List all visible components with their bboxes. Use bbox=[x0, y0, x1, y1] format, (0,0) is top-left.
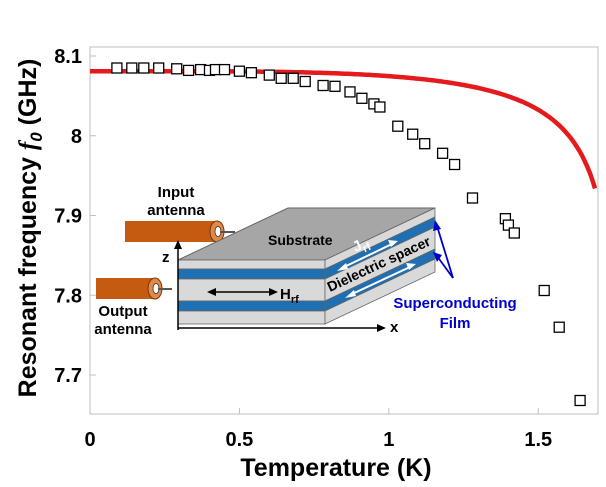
z-axis-arrowhead bbox=[174, 240, 182, 249]
data-point bbox=[126, 62, 138, 74]
data-point bbox=[508, 227, 520, 239]
front-dielectric-layer bbox=[177, 278, 326, 302]
y-axis-title: Resonant frequency f0 (GHz) bbox=[14, 59, 46, 398]
jrf-arrowhead-bottom-a bbox=[345, 290, 356, 298]
data-point bbox=[171, 63, 183, 75]
y-tick-label: 8.1 bbox=[54, 46, 82, 68]
film-pointer-2 bbox=[436, 255, 454, 279]
data-point bbox=[111, 62, 123, 74]
y-axis-title-main: Resonant frequency bbox=[14, 150, 42, 397]
data-point bbox=[218, 63, 231, 76]
data-point bbox=[419, 138, 431, 150]
x-tick-label: 0.5 bbox=[226, 429, 254, 451]
y-axis-title-symbol: f bbox=[15, 139, 42, 150]
data-point bbox=[299, 75, 311, 88]
data-point bbox=[245, 67, 258, 79]
input-antenna-body bbox=[125, 221, 217, 242]
data-point bbox=[233, 65, 246, 77]
data-point bbox=[392, 120, 404, 132]
output-antenna-label-line1: Output bbox=[98, 303, 147, 320]
film-pointer-1-head bbox=[433, 220, 441, 231]
input-antenna bbox=[125, 220, 235, 243]
data-point bbox=[317, 79, 329, 92]
y-tick-label: 7.7 bbox=[54, 365, 82, 387]
data-point bbox=[407, 128, 419, 140]
x-axis-title: Temperature (K) bbox=[240, 454, 431, 482]
hrf-arrowhead-left bbox=[207, 288, 216, 296]
hrf-subscript: rf bbox=[291, 294, 299, 306]
output-antenna bbox=[96, 277, 172, 300]
y-axis-ticks: 7.7 7.8 7.9 8 8.1 bbox=[54, 46, 96, 387]
front-film-bottom bbox=[177, 300, 326, 312]
x-axis-arrowhead bbox=[377, 324, 386, 332]
x-tick-label: 0 bbox=[84, 429, 95, 451]
side-base-layer bbox=[324, 258, 436, 325]
data-point bbox=[275, 72, 287, 84]
data-point bbox=[329, 80, 341, 92]
data-point bbox=[553, 321, 565, 333]
front-substrate-layer bbox=[177, 259, 326, 270]
y-tick-label: 8 bbox=[71, 126, 82, 148]
jrf-arrowhead-top-a bbox=[337, 263, 348, 271]
fit-curve bbox=[90, 68, 598, 190]
data-point bbox=[287, 72, 299, 84]
data-point bbox=[448, 158, 461, 171]
data-point bbox=[502, 219, 515, 231]
hrf-main: H bbox=[280, 286, 291, 303]
superconducting-label: Superconducting bbox=[393, 295, 516, 312]
front-base-layer bbox=[177, 310, 326, 325]
data-point bbox=[344, 86, 356, 98]
substrate-label: Substrate bbox=[268, 232, 333, 248]
data-point bbox=[436, 147, 449, 159]
y-axis-title-unit: (GHz) bbox=[14, 59, 42, 133]
film-pointer-2-head bbox=[433, 252, 442, 262]
hrf-label: Hrf bbox=[280, 286, 299, 306]
jrf-arrowhead-top-b bbox=[388, 240, 398, 247]
jrf-arrow-top bbox=[341, 243, 393, 269]
y-axis-title-subscript: 0 bbox=[27, 132, 46, 142]
x-tick-label: 1.5 bbox=[524, 429, 552, 451]
data-point bbox=[356, 92, 368, 104]
data-point bbox=[374, 101, 386, 113]
film-label: Film bbox=[440, 315, 471, 332]
data-point bbox=[466, 192, 479, 204]
input-antenna-label-line2: antenna bbox=[147, 202, 205, 219]
output-antenna-body bbox=[96, 278, 155, 299]
hrf-arrowhead-right bbox=[269, 288, 278, 296]
data-point bbox=[263, 69, 275, 81]
input-antenna-label-line1: Input bbox=[158, 184, 195, 201]
data-markers bbox=[111, 62, 586, 407]
front-film-top bbox=[177, 268, 326, 280]
jrf-arrow-bottom bbox=[349, 266, 411, 296]
data-point bbox=[153, 62, 165, 74]
x-axis-ticks: 0 0.5 1 1.5 bbox=[84, 408, 552, 451]
z-axis-label: z bbox=[162, 249, 170, 266]
data-point bbox=[538, 284, 550, 297]
y-tick-label: 7.8 bbox=[54, 285, 82, 307]
x-tick-label: 1 bbox=[383, 429, 394, 451]
jrf-arrowhead-bottom-b bbox=[406, 263, 416, 270]
data-point bbox=[574, 394, 586, 407]
output-antenna-label-line2: antenna bbox=[94, 321, 152, 338]
inset-schematic: z x Hrf Jrf Dielectric spacer Substrate … bbox=[94, 184, 516, 338]
x-axis-label: x bbox=[390, 319, 399, 336]
data-point bbox=[182, 64, 195, 77]
plot-frame bbox=[89, 46, 599, 415]
y-tick-label: 7.9 bbox=[54, 206, 82, 228]
data-point bbox=[138, 62, 150, 74]
film-pointer-1 bbox=[436, 225, 454, 279]
